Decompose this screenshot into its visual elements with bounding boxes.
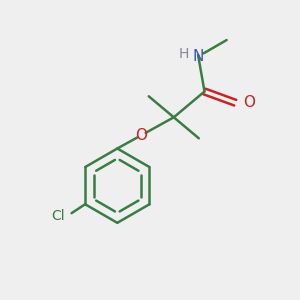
Text: O: O bbox=[244, 95, 256, 110]
Text: Cl: Cl bbox=[51, 209, 65, 223]
Text: O: O bbox=[135, 128, 147, 143]
Text: N: N bbox=[193, 49, 204, 64]
Text: H: H bbox=[178, 47, 189, 61]
